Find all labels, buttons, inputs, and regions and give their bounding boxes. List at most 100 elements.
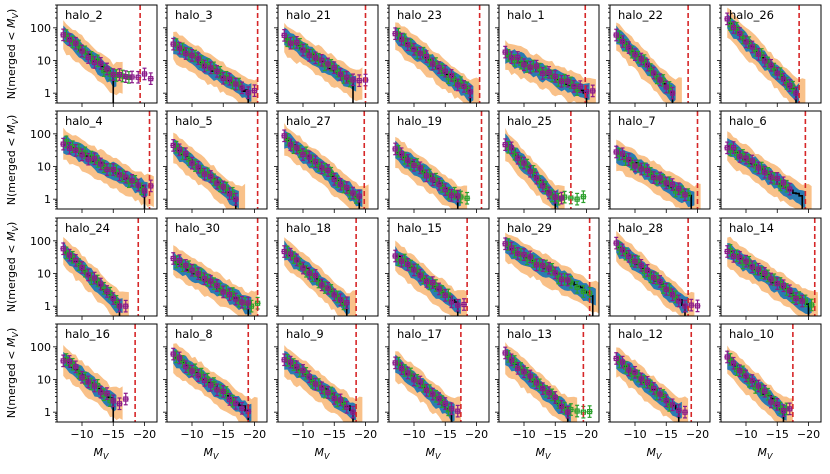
purple-obs-marker <box>411 162 417 168</box>
purple-obs-point <box>129 174 135 187</box>
purple-obs-point <box>60 354 67 368</box>
purple-obs-marker <box>110 166 116 173</box>
green-obs-marker <box>101 164 107 170</box>
purple-obs-point <box>201 272 208 286</box>
purple-obs-marker <box>632 369 638 375</box>
purple-obs-point <box>514 361 521 375</box>
green-obs-point <box>321 162 328 176</box>
purple-obs-marker <box>682 303 688 309</box>
x-axis-label: MV <box>94 446 110 461</box>
purple-obs-point <box>527 60 534 74</box>
purple-obs-point <box>226 393 233 406</box>
green-obs-point <box>561 73 568 87</box>
purple-obs-point <box>638 259 645 272</box>
purple-obs-marker <box>644 267 651 273</box>
panel-halo_8: halo_8 −10 −15 −20 MV <box>163 323 268 461</box>
purple-obs-marker <box>226 76 233 82</box>
purple-obs-marker <box>436 64 442 71</box>
y-tick-label: 100 <box>30 22 51 35</box>
purple-obs-marker <box>669 402 676 408</box>
panel-halo_19: halo_19 <box>385 110 490 213</box>
purple-obs-marker <box>502 142 508 148</box>
purple-obs-marker <box>233 400 239 406</box>
purple-obs-point <box>170 252 177 265</box>
purple-obs-point <box>337 393 344 407</box>
green-obs-marker <box>113 72 119 79</box>
x-axis-label-sub: V <box>213 452 219 461</box>
purple-obs-point <box>650 271 657 284</box>
purple-obs-marker <box>724 248 730 255</box>
x-tick-label: −20 <box>465 428 488 441</box>
panel-frame <box>720 4 822 104</box>
purple-obs-point <box>300 261 306 275</box>
green-obs-marker <box>771 277 777 283</box>
purple-obs-point <box>318 161 325 175</box>
purple-obs-point <box>337 67 344 81</box>
purple-obs-point <box>669 398 676 412</box>
purple-obs-point <box>91 56 98 69</box>
green-obs-marker <box>562 77 568 83</box>
purple-obs-marker <box>350 190 356 196</box>
purple-obs-point <box>122 299 129 313</box>
purple-obs-marker <box>294 257 300 263</box>
purple-obs-marker <box>774 280 780 287</box>
purple-obs-point <box>724 141 731 155</box>
purple-obs-marker <box>430 61 436 67</box>
panel-halo_17: halo_17 −10 −15 −20 MV <box>385 323 490 461</box>
x-tick-label: −15 <box>102 428 125 441</box>
purple-obs-point <box>577 80 584 94</box>
purple-obs-marker <box>319 165 325 171</box>
green-obs-point <box>125 175 132 189</box>
purple-obs-point <box>91 271 98 285</box>
purple-obs-marker <box>208 173 214 180</box>
purple-obs-point <box>533 376 540 390</box>
purple-obs-point <box>312 155 319 169</box>
green-obs-marker <box>303 370 309 376</box>
purple-obs-marker <box>644 167 651 174</box>
green-obs-marker <box>759 270 765 276</box>
purple-obs-point <box>116 397 123 411</box>
purple-obs-marker <box>123 74 129 80</box>
purple-obs-point <box>768 58 774 72</box>
y-axis-label-close: ) <box>5 328 18 332</box>
purple-obs-marker <box>189 368 195 374</box>
purple-obs-marker <box>613 355 619 362</box>
purple-obs-marker <box>201 377 208 383</box>
green-obs-marker <box>734 25 740 31</box>
purple-obs-point <box>682 299 688 313</box>
purple-obs-point <box>356 74 363 88</box>
purple-obs-point <box>546 386 552 399</box>
green-obs-marker <box>740 369 746 375</box>
purple-obs-marker <box>533 262 540 268</box>
purple-obs-point <box>749 260 756 274</box>
green-obs-point <box>100 281 107 295</box>
purple-obs-point <box>239 401 245 415</box>
purple-obs-point <box>539 67 546 80</box>
purple-obs-point <box>736 150 743 163</box>
green-obs-marker <box>746 259 752 265</box>
purple-obs-point <box>663 176 670 190</box>
purple-obs-marker <box>201 171 208 177</box>
purple-obs-marker <box>619 38 626 45</box>
green-obs-point <box>647 166 654 180</box>
green-obs-point <box>132 175 139 188</box>
purple-obs-marker <box>398 366 405 372</box>
purple-obs-marker <box>116 303 123 309</box>
purple-obs-marker <box>613 149 619 155</box>
purple-obs-point <box>404 38 411 51</box>
purple-obs-marker <box>455 408 461 414</box>
purple-obs-point <box>287 138 294 152</box>
purple-obs-point <box>104 62 110 76</box>
purple-obs-point <box>356 189 363 203</box>
green-obs-marker <box>464 195 470 201</box>
purple-obs-point <box>195 160 202 174</box>
purple-obs-marker <box>344 74 350 80</box>
purple-obs-point <box>220 285 227 299</box>
purple-obs-marker <box>423 53 430 60</box>
green-obs-point <box>94 274 101 288</box>
y-tick-label: 100 <box>30 341 51 354</box>
purple-obs-point <box>436 61 442 74</box>
green-obs-marker <box>734 367 740 373</box>
purple-obs-marker <box>356 193 362 199</box>
